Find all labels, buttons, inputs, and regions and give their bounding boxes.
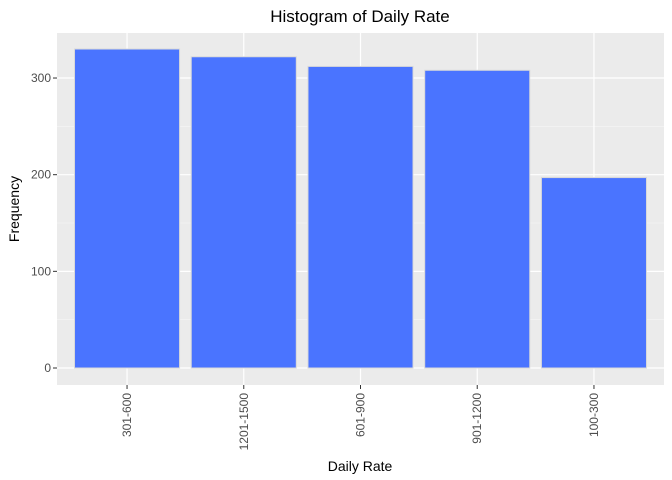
y-axis-ticks: 0 100 200 300 bbox=[31, 71, 57, 375]
x-tick-label: 100-300 bbox=[587, 393, 601, 437]
y-tick-label: 200 bbox=[31, 168, 51, 182]
bar-1201-1500 bbox=[190, 56, 297, 369]
y-tick-label: 0 bbox=[44, 361, 51, 375]
y-tick-label: 100 bbox=[31, 264, 51, 278]
bar-100-300 bbox=[540, 177, 647, 369]
bar-901-1200 bbox=[424, 69, 531, 369]
x-axis-title: Daily Rate bbox=[328, 458, 393, 474]
x-tick-label: 301-600 bbox=[120, 393, 134, 437]
x-tick-label: 901-1200 bbox=[470, 393, 484, 444]
x-tick-label: 601-900 bbox=[354, 393, 368, 437]
chart-title: Histogram of Daily Rate bbox=[270, 7, 450, 26]
bars bbox=[74, 48, 647, 369]
y-axis-title: Frequency bbox=[6, 176, 22, 242]
x-axis-ticks: 301-600 1201-1500 601-900 901-1200 100-300 bbox=[120, 385, 601, 450]
x-tick-label: 1201-1500 bbox=[237, 393, 251, 451]
bar-601-900 bbox=[307, 65, 414, 369]
bar-301-600 bbox=[74, 48, 181, 369]
y-tick-label: 300 bbox=[31, 71, 51, 85]
